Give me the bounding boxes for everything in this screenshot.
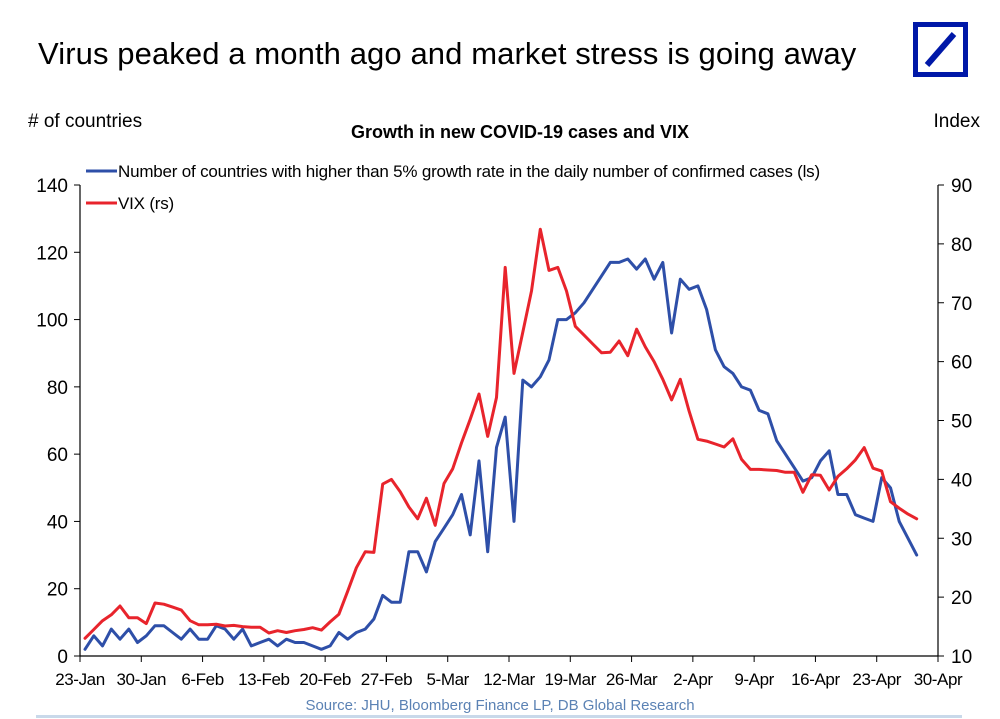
- source-divider: [36, 715, 962, 718]
- left-tick-label: 100: [36, 311, 68, 332]
- x-tick-label: 23-Apr: [852, 670, 901, 689]
- left-tick-label: 20: [47, 580, 68, 601]
- right-tick-label: 60: [951, 353, 972, 374]
- x-tick-label: 12-Mar: [483, 670, 535, 689]
- slide-title: Virus peaked a month ago and market stre…: [38, 36, 857, 71]
- x-tick-label: 27-Feb: [361, 670, 412, 689]
- right-tick-label: 70: [951, 294, 972, 315]
- x-tick-label: 2-Apr: [673, 670, 713, 689]
- left-tick-label: 0: [57, 647, 68, 668]
- left-tick-label: 80: [47, 378, 68, 399]
- left-tick-label: 40: [47, 512, 68, 533]
- countries-growth-line: [83, 257, 919, 651]
- x-tick-label: 30-Jan: [116, 670, 166, 689]
- right-tick-label: 40: [951, 470, 972, 491]
- legend-label: VIX (rs): [118, 194, 174, 213]
- right-axis-title: Index: [933, 111, 980, 132]
- deutsche-bank-logo-icon: [913, 22, 968, 77]
- source-note: Source: JHU, Bloomberg Finance LP, DB Gl…: [305, 697, 695, 714]
- x-tick-label: 20-Feb: [299, 670, 350, 689]
- legend-label: Number of countries with higher than 5% …: [118, 162, 820, 181]
- right-tick-label: 30: [951, 529, 972, 550]
- right-tick-label: 10: [951, 647, 972, 668]
- x-tick-label: 16-Apr: [791, 670, 840, 689]
- left-tick-label: 120: [36, 243, 68, 264]
- x-tick-label: 6-Feb: [181, 670, 223, 689]
- right-tick-label: 50: [951, 412, 972, 433]
- left-tick-label: 140: [36, 176, 68, 197]
- vix-line: [83, 227, 919, 640]
- x-tick-label: 30-Apr: [914, 670, 963, 689]
- x-tick-label: 5-Mar: [427, 670, 470, 689]
- x-tick-label: 23-Jan: [55, 670, 105, 689]
- right-tick-label: 20: [951, 588, 972, 609]
- chart-plot: 0 20 40 60 80 100 120 140 10 20 30 40 50 60 70 80 90 23-J…: [36, 162, 972, 689]
- x-tick-label: 19-Mar: [545, 670, 597, 689]
- right-tick-label: 90: [951, 176, 972, 197]
- right-tick-label: 80: [951, 235, 972, 256]
- chart-title: Growth in new COVID-19 cases and VIX: [350, 122, 690, 142]
- x-tick-label: 9-Apr: [734, 670, 774, 689]
- x-tick-label: 13-Feb: [238, 670, 289, 689]
- left-tick-label: 60: [47, 445, 68, 466]
- left-axis-title: # of countries: [28, 111, 143, 132]
- x-tick-label: 26-Mar: [606, 670, 658, 689]
